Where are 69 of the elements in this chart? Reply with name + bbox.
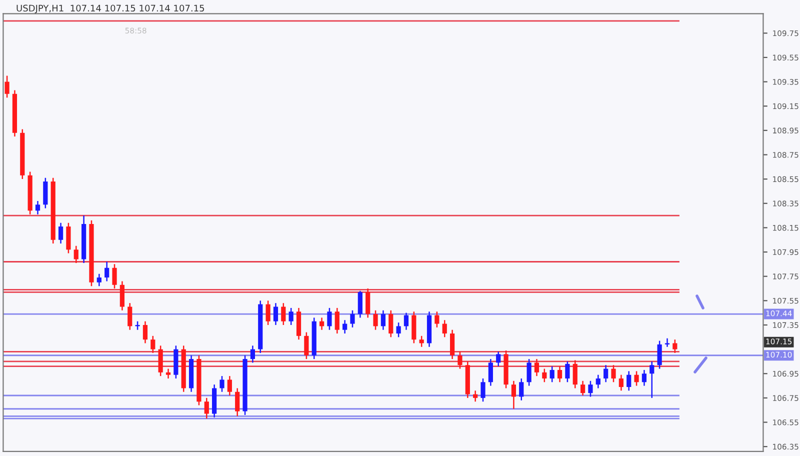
candlestick [304,332,309,360]
candlestick [35,200,40,215]
candlestick [480,378,486,402]
candlestick [519,378,524,401]
candlestick [250,345,255,364]
candlestick [434,310,440,328]
candlestick [634,370,639,386]
candlestick [112,264,117,290]
candlestick [281,302,286,326]
candlestick [618,374,624,392]
candlestick [273,302,278,326]
candlestick [511,380,516,410]
candlestick [604,364,608,383]
candlestick [580,380,586,396]
candlestick [626,370,632,392]
candlestick [288,307,294,326]
candlestick [534,358,540,377]
candlestick [4,75,10,98]
candlestick [565,360,570,383]
candlestick [319,317,324,330]
candlestick [150,335,156,354]
candlestick [611,364,616,383]
candlestick [58,222,64,244]
candlestick [96,273,102,287]
candlestick [104,261,110,282]
candlestick [158,345,163,377]
candlestick [542,368,547,383]
candlestick [588,380,593,398]
candlestick [266,300,270,326]
chart-title: USDJPY,H1 107.14 107.15 107.14 107.15 [16,4,204,14]
candlestick [142,320,148,344]
candlestick [366,288,370,318]
candlestick [373,310,378,330]
candlestick [488,358,493,386]
candlestick [442,319,447,338]
candlestick [220,375,224,392]
candlestick [388,310,394,338]
candlestick [120,280,124,312]
candlestick [496,351,501,367]
candlestick [642,369,647,386]
candlestick [350,310,355,328]
candlestick [166,368,171,380]
candlestick [128,302,132,330]
candlestick [204,397,209,420]
candlestick [327,307,332,330]
candlestick [473,390,478,402]
candlestick [657,340,662,370]
candlestick [672,338,678,354]
candlestick [450,329,455,360]
candlestick [334,307,340,334]
candlestick [572,360,578,389]
candlestick [396,322,401,338]
candlestick [458,351,462,370]
candlestick [342,319,348,334]
candlestick [526,358,532,386]
candlestick [550,366,554,383]
candlestick [235,388,240,417]
candlestick [74,245,78,264]
candlestick [557,366,562,383]
candlestick [596,374,600,389]
candlestick [380,310,386,330]
candlestick [227,375,232,396]
candlestick [404,312,409,330]
candlestick [419,335,424,348]
candlestick [66,222,71,254]
candlestick [650,360,654,399]
candlestick [43,177,48,209]
candlestick [664,338,670,348]
candlestick [358,290,362,318]
